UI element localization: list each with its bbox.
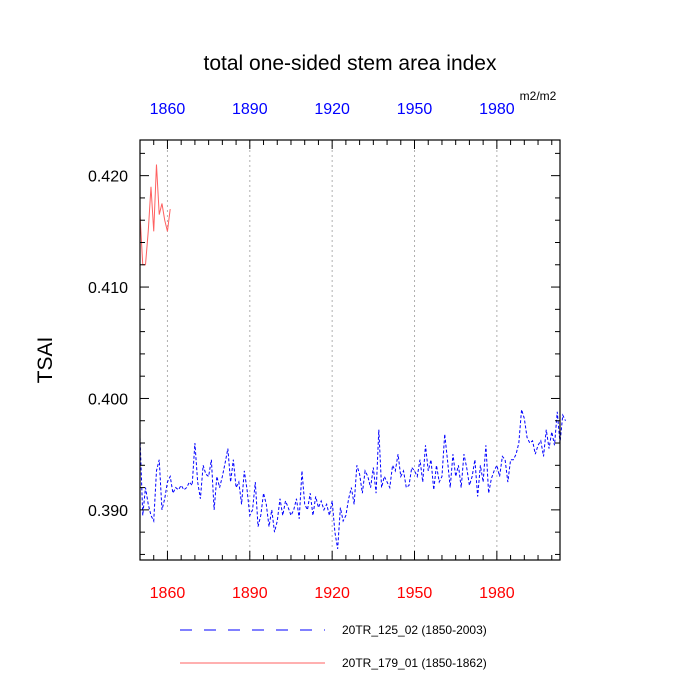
x-tick-label-bottom: 1860 [150, 585, 186, 602]
x-tick-label-bottom: 1890 [232, 585, 268, 602]
x-tick-label-bottom: 1950 [397, 585, 433, 602]
legend-label-2: 20TR_179_01 (1850-1862) [342, 656, 487, 670]
x-tick-label-top: 1860 [150, 101, 186, 118]
y-tick-label: 0.420 [88, 169, 128, 186]
x-tick-label-top: 1890 [232, 101, 268, 118]
y-axis-label: TSAI [34, 337, 57, 384]
series-layer [139, 164, 566, 549]
chart-title: total one-sided stem area index [203, 52, 497, 75]
series-line-2 [139, 164, 171, 266]
legend: 20TR_125_02 (1850-2003) 20TR_179_01 (1850… [180, 623, 487, 670]
x-tick-label-bottom: 1920 [314, 585, 350, 602]
y-tick-label: 0.410 [88, 280, 128, 297]
x-tick-label-bottom: 1980 [479, 585, 515, 602]
x-tick-label-top: 1920 [314, 101, 350, 118]
y-tick-label: 0.390 [88, 503, 128, 520]
series-line-1 [139, 409, 566, 549]
x-tick-label-top: 1980 [479, 101, 515, 118]
y-tick-label: 0.400 [88, 391, 128, 408]
plot-frame [139, 139, 561, 561]
label-layer: 1860 1860 1890 1890 1920 1920 1950 1950 1980 1980… [88, 101, 515, 602]
units-label: m2/m2 [520, 89, 557, 103]
legend-label-1: 20TR_125_02 (1850-2003) [342, 623, 487, 637]
x-tick-label-top: 1950 [397, 101, 433, 118]
grid-layer [166, 140, 498, 560]
tick-layer [139, 140, 560, 560]
